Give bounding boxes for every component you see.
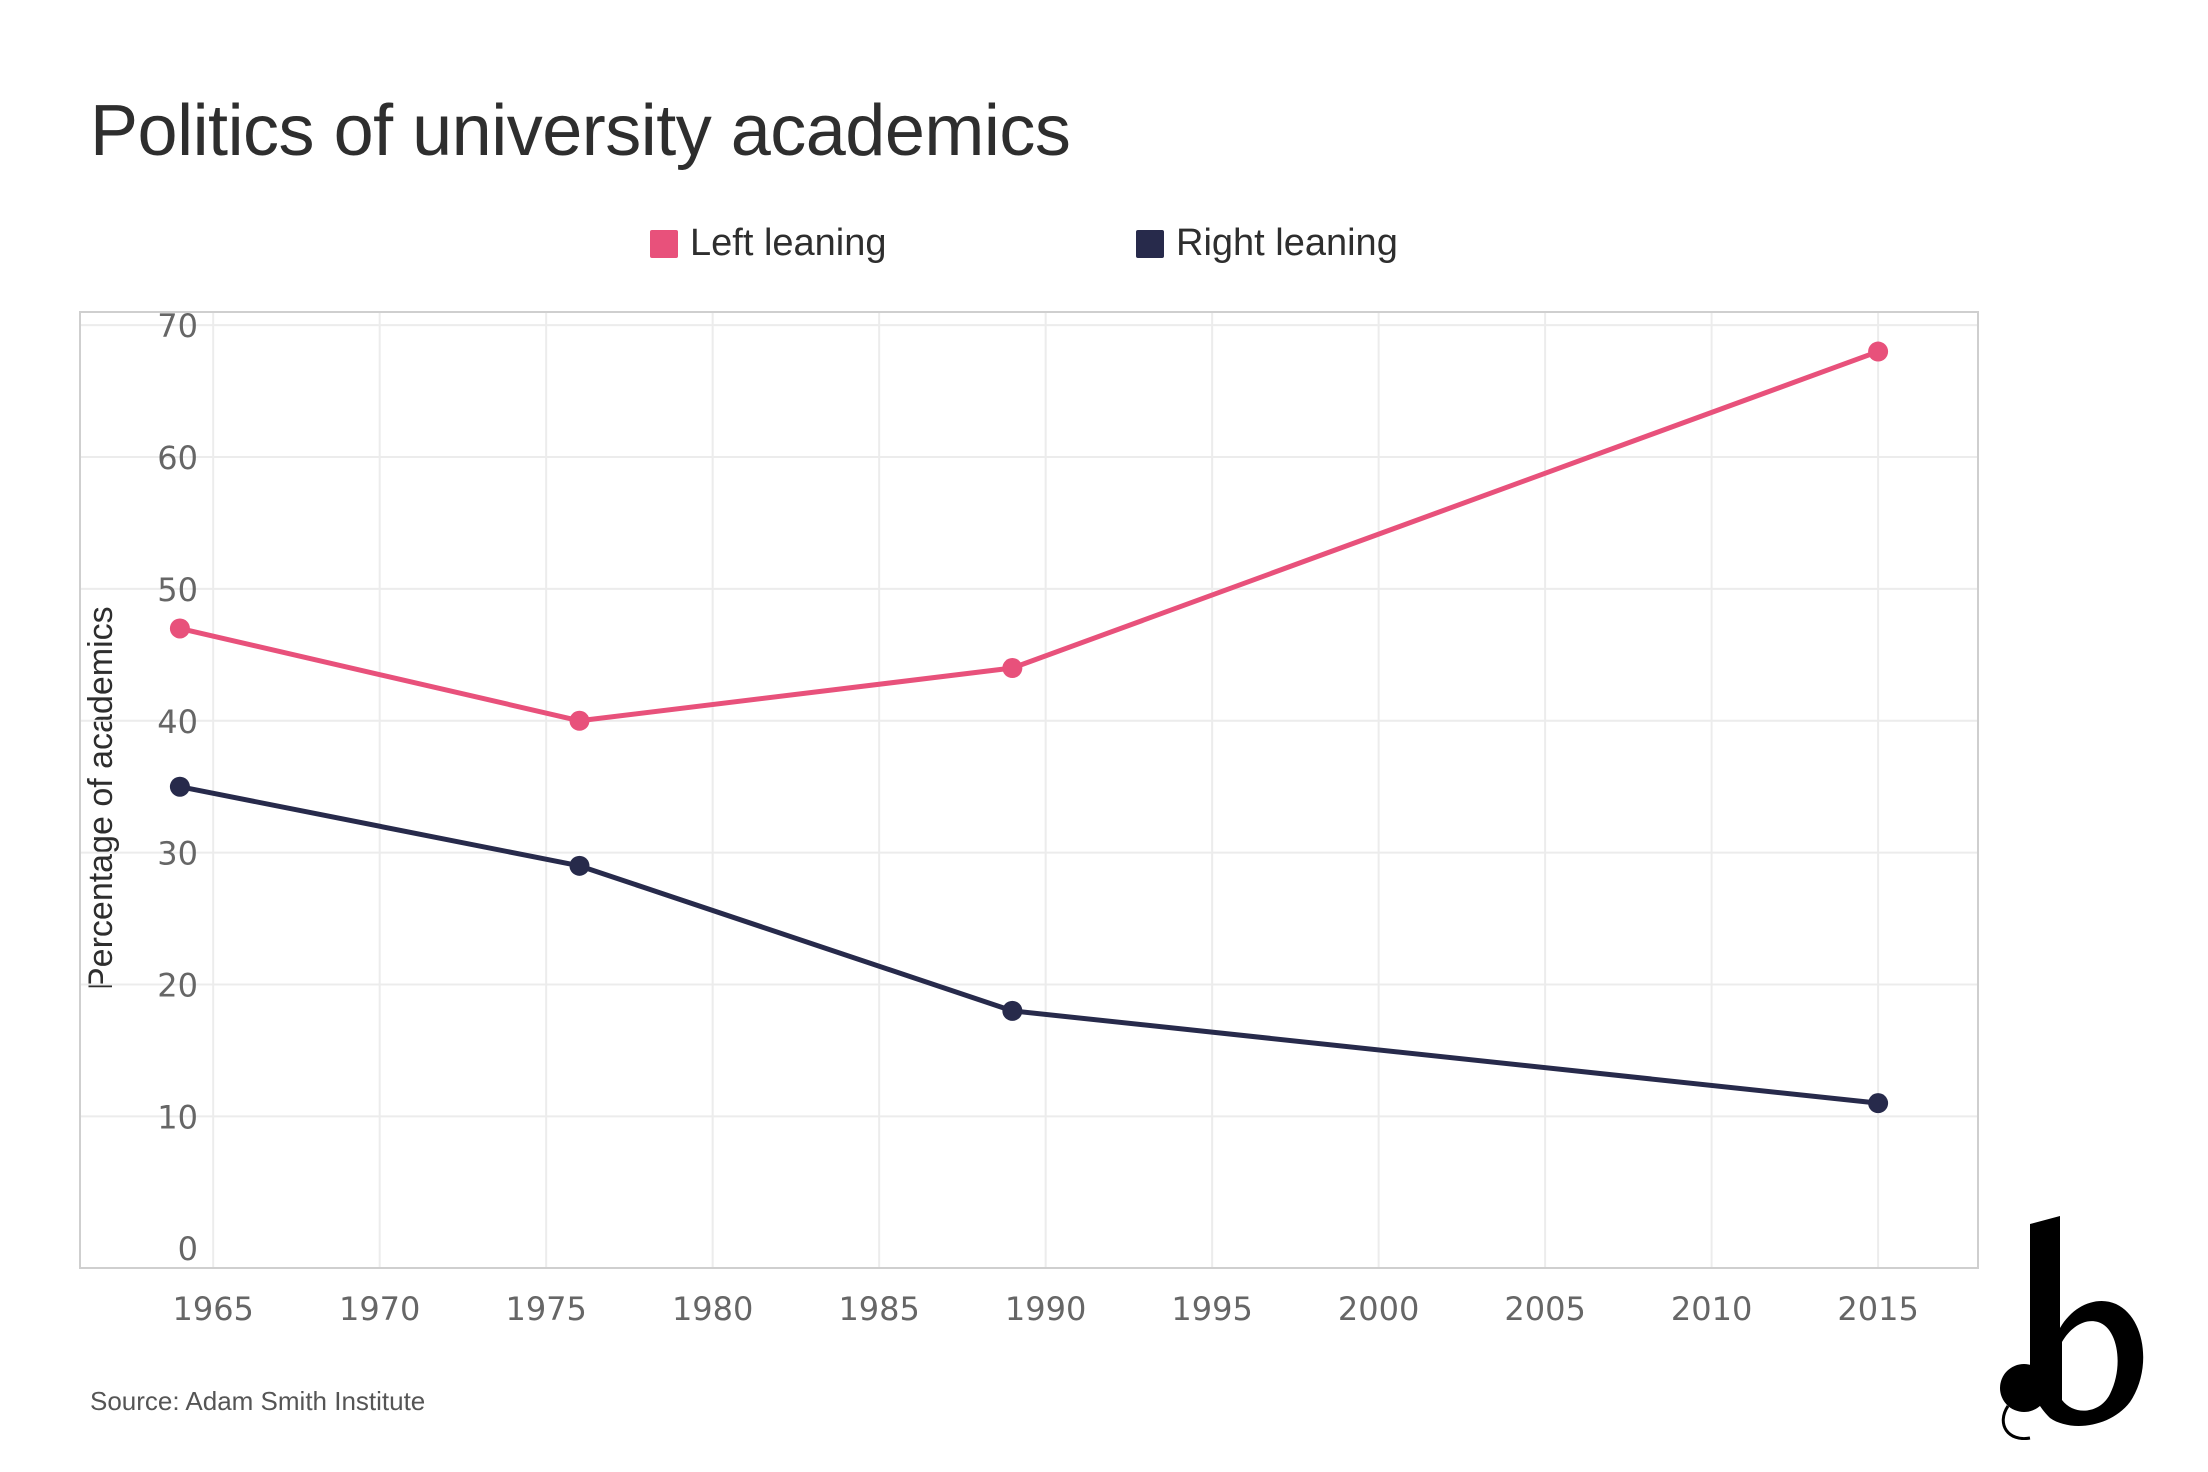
x-tick-label: 2005 xyxy=(1504,1290,1585,1328)
y-axis-ticks: 0 10 20 30 40 50 60 70 xyxy=(157,307,198,1268)
data-point[interactable] xyxy=(1868,1093,1889,1114)
x-tick-label: 1990 xyxy=(1005,1290,1086,1328)
data-point[interactable] xyxy=(1002,658,1023,679)
x-tick-label: 2000 xyxy=(1338,1290,1419,1328)
x-tick-label: 2015 xyxy=(1837,1290,1918,1328)
data-point[interactable] xyxy=(569,855,590,876)
series-group xyxy=(169,341,1889,1114)
y-tick-label: 70 xyxy=(157,307,198,345)
legend-swatch-left xyxy=(650,229,678,258)
series-line-0 xyxy=(179,349,1879,724)
data-point[interactable] xyxy=(1002,1000,1023,1021)
x-tick-label: 1965 xyxy=(172,1290,253,1328)
legend-item-right: Right leaning xyxy=(1136,222,1398,265)
publisher-logo xyxy=(2000,1216,2144,1440)
legend-item-left: Left leaning xyxy=(650,222,887,265)
plot-frame xyxy=(79,311,1979,1269)
x-tick-label: 1980 xyxy=(672,1290,753,1328)
grid xyxy=(80,312,1978,1268)
x-tick-label: 1970 xyxy=(339,1290,420,1328)
y-tick-label: 20 xyxy=(157,966,198,1004)
x-tick-label: 1975 xyxy=(505,1290,586,1328)
data-point[interactable] xyxy=(569,710,590,731)
legend-label-right: Right leaning xyxy=(1176,222,1398,264)
x-tick-label: 1985 xyxy=(838,1290,919,1328)
source-note: Source: Adam Smith Institute xyxy=(90,1386,426,1416)
y-tick-label: 10 xyxy=(157,1098,198,1136)
data-point[interactable] xyxy=(169,618,190,639)
y-tick-label: 0 xyxy=(178,1230,198,1268)
series-line-1 xyxy=(179,784,1879,1106)
legend-swatch-right xyxy=(1136,229,1164,258)
legend-label-left: Left leaning xyxy=(690,222,887,264)
data-point[interactable] xyxy=(169,776,190,797)
legend: Left leaning Right leaning xyxy=(0,222,2208,272)
y-tick-label: 30 xyxy=(157,835,198,873)
x-tick-label: 1995 xyxy=(1171,1290,1252,1328)
y-tick-label: 50 xyxy=(157,571,198,609)
data-point[interactable] xyxy=(1868,341,1889,362)
y-tick-label: 60 xyxy=(157,439,198,477)
x-axis-ticks: 1965 1970 1975 1980 1985 1990 1995 2000 2005 2010… xyxy=(172,1290,1918,1328)
chart-title: Politics of university academics xyxy=(90,91,1071,171)
x-tick-label: 2010 xyxy=(1671,1290,1752,1328)
y-tick-label: 40 xyxy=(157,703,198,741)
